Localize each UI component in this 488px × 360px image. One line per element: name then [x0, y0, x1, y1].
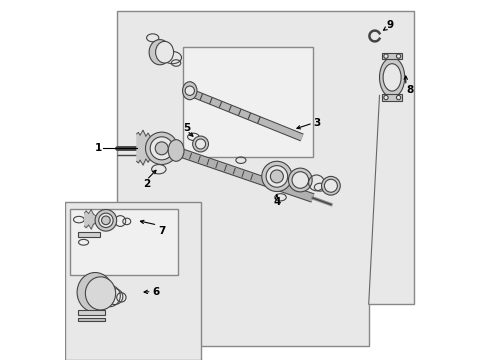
Text: 2: 2: [142, 179, 150, 189]
Circle shape: [195, 139, 205, 149]
Ellipse shape: [155, 41, 173, 63]
Ellipse shape: [149, 40, 170, 65]
Ellipse shape: [382, 64, 400, 91]
Circle shape: [185, 86, 194, 95]
Bar: [78, 232, 100, 237]
Circle shape: [288, 168, 311, 192]
Bar: [70, 209, 178, 275]
Circle shape: [155, 142, 168, 155]
Text: 3: 3: [312, 118, 320, 128]
Bar: [64, 202, 201, 360]
Bar: [78, 310, 105, 315]
Bar: [183, 47, 312, 157]
Bar: [381, 94, 401, 101]
Bar: [78, 318, 105, 321]
Circle shape: [261, 161, 291, 192]
Text: 7: 7: [158, 226, 165, 236]
Circle shape: [150, 137, 173, 160]
Circle shape: [265, 166, 287, 187]
Circle shape: [396, 54, 400, 58]
Circle shape: [102, 216, 110, 225]
Text: 4: 4: [273, 197, 280, 207]
Bar: [381, 53, 401, 59]
Circle shape: [396, 95, 400, 100]
Circle shape: [270, 170, 283, 183]
Polygon shape: [117, 11, 413, 346]
Ellipse shape: [168, 140, 183, 161]
Text: 8: 8: [406, 85, 413, 95]
Circle shape: [99, 213, 113, 228]
Ellipse shape: [77, 273, 113, 312]
Ellipse shape: [379, 58, 404, 97]
Circle shape: [383, 95, 387, 100]
Ellipse shape: [99, 285, 120, 307]
Text: 6: 6: [152, 287, 160, 297]
Circle shape: [95, 210, 117, 231]
Ellipse shape: [85, 277, 115, 310]
Text: 9: 9: [386, 20, 393, 30]
Text: 1: 1: [95, 143, 102, 153]
Circle shape: [324, 179, 337, 192]
Circle shape: [291, 172, 308, 188]
Text: 5: 5: [183, 123, 190, 133]
Circle shape: [383, 54, 387, 58]
Circle shape: [145, 132, 178, 165]
Circle shape: [192, 136, 208, 152]
Circle shape: [321, 176, 340, 195]
Ellipse shape: [182, 82, 197, 100]
